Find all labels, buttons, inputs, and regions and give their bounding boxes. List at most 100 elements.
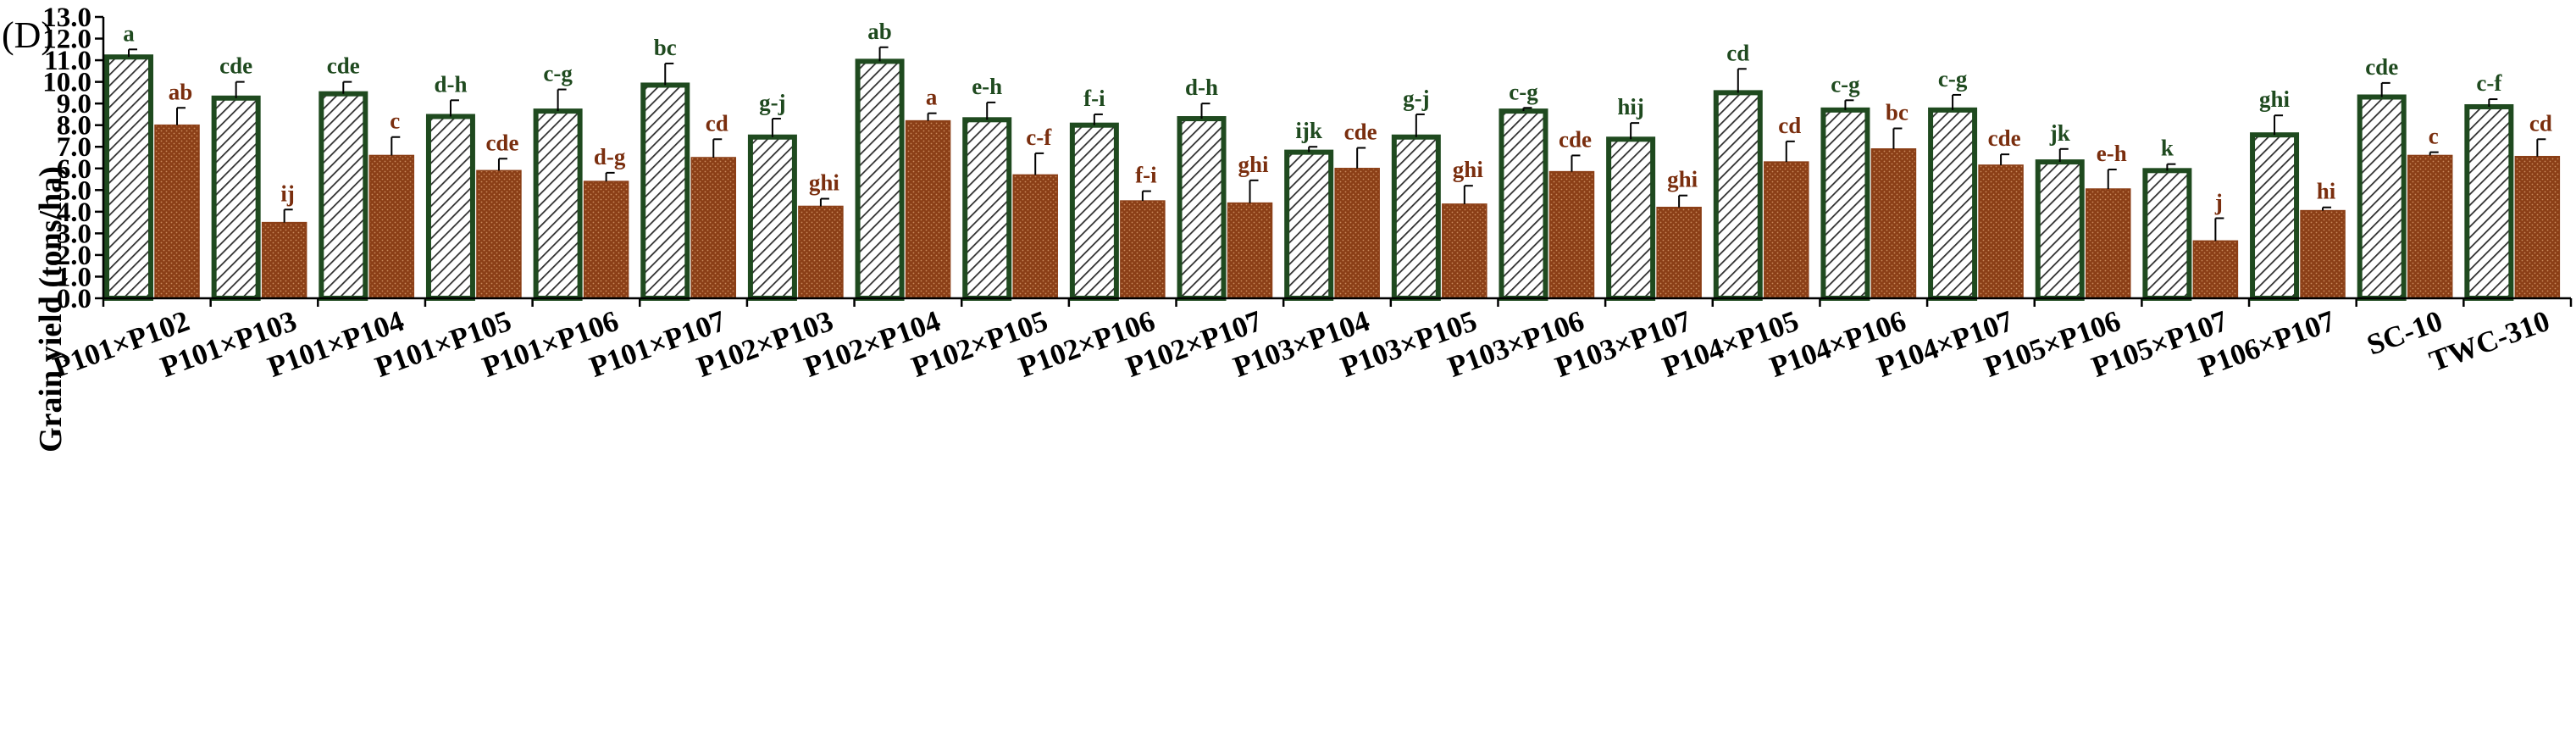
sig-label-series2: a (926, 85, 938, 110)
sig-label-series1: d-h (1185, 75, 1218, 100)
sig-label-series2: ghi (1238, 152, 1270, 177)
y-tick-label: 7.0 (57, 132, 91, 163)
sig-label-series1: g-j (759, 90, 785, 115)
y-axis-title: Grain yield (tons/ha) (33, 166, 69, 453)
bar-series2 (1764, 161, 1809, 299)
bar-series1 (855, 58, 905, 301)
bar-series2 (1870, 148, 1917, 299)
sig-label-series1: e-h (972, 74, 1002, 99)
bar-series2 (261, 221, 307, 299)
y-tick-label: 0.0 (57, 284, 91, 314)
sig-label-series2: d-g (594, 144, 626, 169)
sig-label-series1: a (123, 20, 135, 46)
sig-label-series2: ghi (1667, 167, 1698, 192)
y-tick-label: 9.0 (57, 89, 91, 119)
bar-series1 (211, 95, 261, 302)
y-tick-label: 2.0 (57, 241, 91, 271)
bar-series2 (1120, 200, 1166, 299)
bar-series1 (2464, 103, 2514, 301)
y-tick-label: 4.0 (57, 197, 91, 228)
sig-label-series1: ghi (2259, 86, 2291, 112)
sig-label-series1: ijk (1295, 118, 1322, 143)
sig-label-series1: g-j (1403, 86, 1429, 111)
x-category-label: TWC-310 (2425, 304, 2554, 378)
bar-series2 (583, 180, 629, 299)
bar-series1 (2142, 168, 2192, 301)
sig-label-series1: ab (867, 19, 892, 44)
sig-label-series2: f-i (1135, 163, 1157, 188)
sig-label-series2: cd (1778, 113, 1801, 138)
bar-series2 (1227, 202, 1273, 299)
bar-series2 (1656, 206, 1702, 299)
sig-label-series2: j (2214, 190, 2223, 215)
sig-label-series1: c-f (2476, 70, 2502, 96)
sig-label-series1: k (2161, 136, 2174, 161)
bar-series1 (2250, 132, 2300, 301)
bar-series1 (104, 54, 153, 301)
bar-series1 (1391, 134, 1441, 301)
y-tick-label: 8.0 (57, 111, 91, 142)
y-tick-label: 1.0 (57, 262, 91, 292)
y-tick-label: 5.0 (57, 175, 91, 206)
sig-label-series1: c-g (1509, 79, 1538, 104)
bar-series1 (1177, 116, 1227, 301)
x-axis-category-labels: P101×P102P101×P103P101×P104P101×P105P101… (49, 304, 2554, 384)
sig-label-series2: cde (1559, 126, 1592, 152)
y-tick-label: 12.0 (42, 25, 91, 55)
bar-series2 (154, 124, 200, 299)
significance-labels: a ab cde ij cde c d-h cde c-g d-g bc cd g-j ghi ab a e-h… (123, 19, 2552, 215)
bar-series2 (1978, 164, 2024, 299)
sig-label-series2: cde (1988, 125, 2021, 151)
sig-label-series2: ij (280, 180, 295, 206)
bar-series1 (1713, 90, 1763, 301)
sig-label-series2: e-h (2097, 141, 2127, 166)
sig-label-series1: c-g (543, 61, 573, 86)
bar-series2 (476, 169, 522, 299)
bar-series1 (533, 108, 583, 301)
panel-label: (D) (2, 14, 53, 56)
bar-series2 (690, 157, 737, 299)
bar-series1 (1284, 149, 1334, 301)
sig-label-series2: bc (1886, 100, 1908, 125)
y-axis-ticks: 0.01.02.03.04.05.06.07.08.09.010.011.012… (42, 3, 2573, 314)
bar-series2 (798, 205, 844, 299)
bar-series1 (962, 117, 1012, 301)
sig-label-series1: hij (1617, 94, 1644, 119)
sig-label-series1: cde (219, 53, 252, 79)
sig-label-series1: cd (1726, 40, 1749, 65)
sig-label-series1: cde (327, 53, 360, 79)
bar-series1 (1499, 108, 1548, 301)
y-tick-label: 10.0 (42, 68, 91, 98)
bar-series2 (1442, 203, 1487, 299)
bar-series1 (1820, 107, 1870, 301)
sig-label-series2: hi (2317, 179, 2336, 204)
bar-series1 (1069, 122, 1119, 301)
sig-label-series1: d-h (434, 71, 467, 97)
bar-series1 (2357, 94, 2407, 301)
bar-series2 (2514, 155, 2561, 299)
sig-label-series2: ab (169, 79, 193, 104)
bar-series1 (1928, 107, 1978, 301)
sig-label-series2: ghi (1453, 157, 1484, 182)
sig-label-series2: cd (2529, 110, 2552, 136)
bar-series2 (905, 119, 951, 299)
bars (104, 54, 2561, 302)
y-tick-label: 13.0 (42, 3, 91, 33)
y-tick-label: 3.0 (57, 219, 91, 249)
sig-label-series1: cde (2365, 54, 2398, 80)
bar-series1 (640, 82, 690, 301)
sig-label-series1: c-g (1831, 71, 1860, 97)
sig-label-series1: c-g (1938, 66, 1968, 92)
bar-series2 (2192, 240, 2239, 299)
bar-series1 (319, 91, 368, 301)
sig-label-series1: jk (2049, 120, 2070, 146)
bar-series2 (1012, 174, 1058, 299)
bar-series2 (2300, 209, 2346, 299)
sig-label-series2: c-f (1026, 125, 1052, 150)
bar-series2 (2085, 188, 2131, 299)
bar-series2 (1548, 170, 1595, 299)
sig-label-series1: bc (654, 35, 677, 60)
bar-series1 (1606, 136, 1656, 301)
bar-series2 (2407, 154, 2453, 299)
